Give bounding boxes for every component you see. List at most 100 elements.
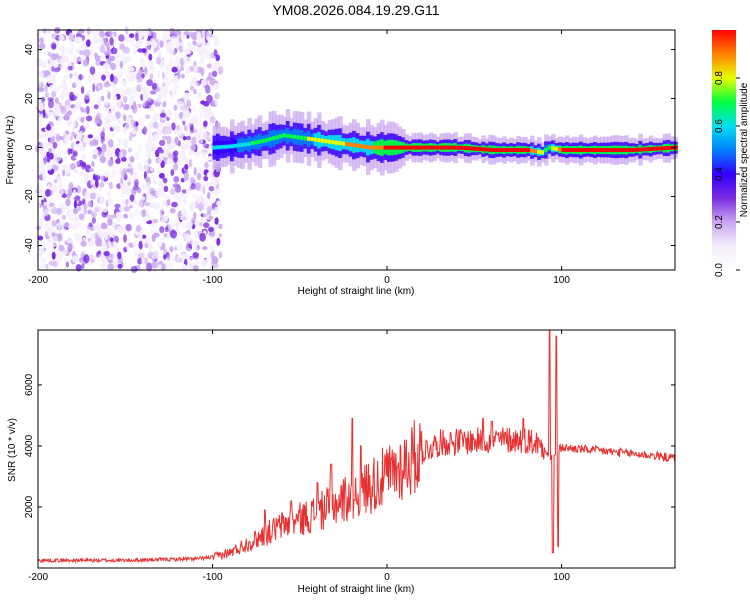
noise-speckle <box>161 242 166 251</box>
noise-speckle <box>147 158 152 165</box>
noise-speckle <box>129 156 135 163</box>
noise-speckle <box>132 185 140 191</box>
noise-speckle <box>148 53 153 61</box>
noise-speckle <box>41 97 46 103</box>
noise-speckle <box>190 217 196 224</box>
ridge-core-cell <box>404 145 409 150</box>
noise-speckle <box>169 245 174 253</box>
ridge-core-cell <box>421 145 427 150</box>
noise-speckle <box>78 221 83 229</box>
noise-speckle <box>192 193 198 199</box>
noise-speckle <box>158 139 166 147</box>
noise-speckle <box>194 81 200 88</box>
noise-speckle <box>65 198 71 207</box>
noise-speckle <box>81 161 86 170</box>
noise-speckle <box>167 262 174 270</box>
noise-speckle <box>122 185 127 192</box>
noise-speckle <box>197 151 201 156</box>
noise-speckle <box>183 171 189 181</box>
noise-speckle <box>94 77 98 87</box>
noise-speckle <box>106 44 110 51</box>
ridge-core-cell <box>397 145 402 150</box>
ridge-core-cell <box>617 148 622 152</box>
noise-speckle <box>150 167 154 172</box>
noise-speckle <box>103 82 111 88</box>
noise-speckle <box>150 37 155 45</box>
noise-speckle <box>189 256 193 264</box>
spectrogram-x-label: Height of straight line (km) <box>298 286 415 297</box>
noise-speckle <box>136 249 141 255</box>
ridge-core-cell <box>216 145 221 150</box>
ridge-core-cell <box>603 148 608 152</box>
noise-speckle <box>185 244 189 251</box>
noise-speckle <box>109 181 113 190</box>
noise-speckle <box>60 189 64 196</box>
ridge-core-cell <box>627 148 633 152</box>
noise-speckle <box>167 223 175 230</box>
noise-speckle <box>39 218 44 227</box>
noise-speckle <box>123 206 131 212</box>
noise-speckle <box>108 139 114 148</box>
noise-speckle <box>53 104 59 112</box>
noise-speckle <box>73 36 80 44</box>
noise-speckle <box>109 37 114 46</box>
noise-speckle <box>214 178 219 186</box>
noise-speckle <box>93 104 99 110</box>
noise-speckle <box>45 263 49 270</box>
noise-speckle <box>215 54 220 62</box>
noise-speckle <box>48 260 55 266</box>
snr-x-ticks: -200 -100 0 100 <box>28 330 570 583</box>
spectrogram-x-tick-label: -100 <box>203 275 223 286</box>
noise-speckle <box>201 40 207 48</box>
noise-speckle <box>124 122 132 131</box>
noise-speckle <box>145 40 152 46</box>
noise-speckle <box>90 48 96 56</box>
noise-speckle <box>130 265 138 273</box>
noise-speckle <box>172 151 176 157</box>
noise-speckle <box>95 179 99 188</box>
colorbar-gradient <box>712 30 736 270</box>
spectrogram-y-tick-label: 40 <box>24 44 35 56</box>
noise-speckle <box>100 113 104 119</box>
noise-speckle <box>104 172 108 179</box>
noise-speckle <box>65 67 69 74</box>
noise-speckle <box>174 246 178 251</box>
ridge-core-cell <box>219 145 224 150</box>
noise-speckle <box>115 225 123 230</box>
noise-speckle <box>94 175 101 181</box>
noise-speckle <box>177 242 183 252</box>
noise-speckle <box>166 198 171 206</box>
noise-speckle <box>167 43 173 48</box>
noise-speckle <box>58 244 65 252</box>
noise-speckle <box>65 261 69 268</box>
noise-speckle <box>130 119 137 128</box>
noise-speckle <box>91 161 95 168</box>
noise-speckle <box>47 183 51 190</box>
noise-speckle <box>94 52 98 59</box>
noise-speckle <box>44 84 48 93</box>
noise-speckle <box>64 113 69 121</box>
ridge-core-cell <box>600 148 605 152</box>
ridge-core-cell <box>359 144 364 149</box>
noise-speckle <box>161 71 165 79</box>
noise-speckle <box>180 254 185 263</box>
noise-speckle <box>206 135 214 140</box>
ridge-core-cell <box>341 141 347 146</box>
ridge-core-cell <box>456 145 462 150</box>
noise-speckle <box>109 30 113 38</box>
noise-speckle <box>213 256 218 263</box>
noise-speckle <box>189 46 194 51</box>
noise-speckle <box>81 263 85 270</box>
noise-speckle <box>55 159 59 167</box>
noise-speckle <box>97 84 101 90</box>
noise-speckle <box>206 205 212 213</box>
noise-speckle <box>128 200 133 205</box>
noise-speckle <box>59 44 65 53</box>
noise-speckle <box>201 217 205 222</box>
noise-speckle <box>175 40 180 49</box>
noise-speckle <box>186 135 192 141</box>
noise-speckle <box>122 138 129 148</box>
noise-speckle <box>71 71 78 77</box>
noise-speckle <box>36 31 41 37</box>
noise-speckle <box>100 223 108 230</box>
